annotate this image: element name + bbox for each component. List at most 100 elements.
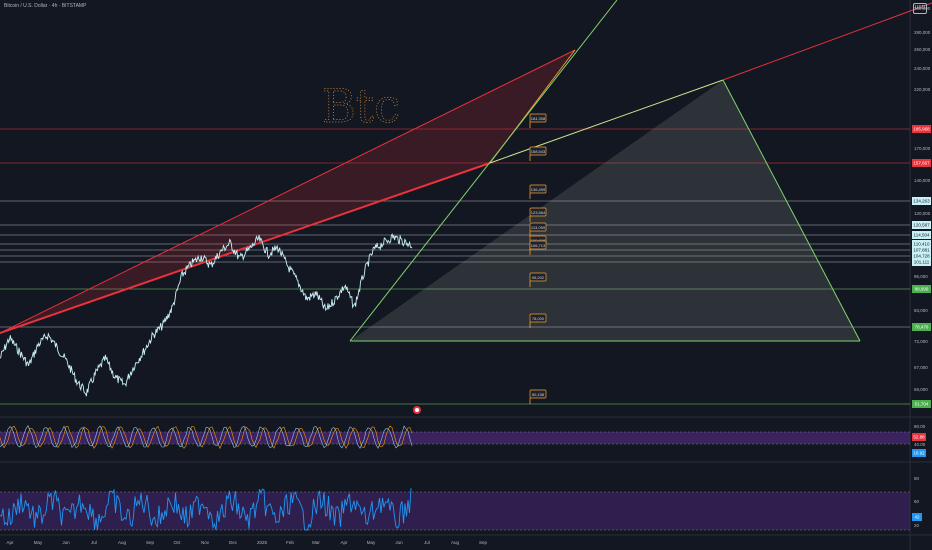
marker-label: 136,499 [531,187,546,192]
price-axis-label: 78,476 [915,325,929,330]
time-axis-tick: Nov [201,540,210,545]
green-triangle-fill [350,80,860,341]
time-axis-tick: Jun [395,540,403,545]
price-axis-label: 51,704 [915,402,929,407]
time-axis-tick: 2025 [257,540,268,545]
price-marker: 50,158 [529,389,547,404]
price-axis-label: 101,111 [914,260,930,265]
oscillator-band [0,432,910,444]
time-axis-tick: Apr [6,540,14,545]
oscillator-line-a [0,425,413,450]
green-triangle-top-edge [489,79,724,164]
price-axis-label-bg [912,197,931,205]
price-axis-tick: 72,000 [914,339,928,344]
price-marker: 123,564 [529,207,547,222]
price-axis-label-bg [912,400,931,408]
price-axis-tick: 120,000 [914,211,931,216]
time-axis-tick: Jul [91,540,97,545]
time-axis-tick: Dec [229,540,238,545]
handwriting-btc: Btc [322,79,400,133]
marker-label: 184,308 [531,116,546,121]
time-axis-tick: Aug [451,540,460,545]
price-axis-tick: 300,000 [914,6,931,11]
price-marker: 95,202 [529,272,547,287]
blue-axis-tick: 60 [914,499,920,504]
oscillator-axis: 80.00 40.00 52.88 10.92 [912,424,926,457]
price-axis-label-bg [912,252,931,260]
flag-icon [413,406,421,414]
blue-axis-tick: 20 [914,523,920,528]
marker-label: 123,564 [531,210,546,215]
price-axis-label-bg [912,159,931,167]
marker-label: 113,059 [531,225,546,230]
price-markers: 184,308 158,543 136,499 123,564 113,059 109,6… [529,113,547,404]
time-axis-tick: May [34,540,43,545]
red-trendline-extension [722,2,932,81]
horizontal-levels [0,128,910,405]
oscillator-axis-tick: 80.00 [914,424,926,429]
price-axis-tick: 260,000 [914,47,931,52]
marker-label: 158,543 [531,149,546,154]
marker-label: 95,202 [532,275,545,280]
time-axis-tick: Jul [424,540,430,545]
price-marker: 158,543 [529,146,547,161]
currency-button[interactable]: USD [913,3,927,14]
time-axis-tick: Feb [286,540,294,545]
blue-pane-band [0,492,910,530]
price-axis-label: 110,410 [914,242,930,247]
oscillator-line-b [0,425,413,449]
time-axis-tick: Sep [479,540,488,545]
price-marker: 136,499 [529,184,547,199]
price-axis-label-bg [912,246,931,254]
time-axis-tick: May [367,540,376,545]
time-axis-tick: Mar [312,540,320,545]
price-axis-tick: 83,000 [914,308,928,313]
marker-label: 106,713 [531,243,546,248]
oscillator-axis-label: 52.88 [913,435,925,440]
blue-axis-tick: 80 [914,476,920,481]
price-axis-label: 185,968 [913,127,930,132]
price-marker: 78,000 [529,313,547,328]
time-axis-tick: Sep [146,540,155,545]
time-axis-tick: Apr [340,540,348,545]
price-axis-label: 89,999 [915,287,929,292]
price-axis-label-bg [912,231,931,239]
blue-indicator-line [0,488,412,531]
price-axis-label-bg [912,221,931,229]
symbol-title: Bitcoin / U.S. Dollar · 4h · BITSTAMP [4,3,87,9]
price-axis-label: 120,587 [913,223,930,228]
oscillator-axis-label-bg [912,433,926,441]
oscillator-axis-tick: 40.00 [914,442,926,447]
price-marker: 113,059 [529,222,547,237]
time-axis: Apr May Jun Jul Aug Sep Oct Nov Dec 2025 Feb Mar Apr… [6,540,487,545]
price-axis-label-bg [912,323,931,331]
marker-label: 50,158 [532,392,545,397]
oscillator-axis-label: 10.92 [913,451,925,456]
price-axis-tick: 59,000 [914,387,928,392]
blue-axis-label: 42 [914,515,920,520]
price-axis-tick: 280,000 [914,30,931,35]
time-axis-tick: Aug [118,540,127,545]
red-wedge-lower-line [0,162,491,334]
price-axis-label-bg [912,125,931,133]
oscillator-axis-label-bg [912,449,926,457]
price-axis-tick: 95,000 [914,274,928,279]
price-axis-tick: 67,000 [914,365,928,370]
price-axis-tick: 140,000 [914,178,931,183]
price-axis-label: 114,504 [914,233,930,238]
time-axis-tick: Oct [173,540,181,545]
price-marker: 106,713 [529,240,547,255]
time-axis-tick: Jun [62,540,70,545]
green-triangle-right-edge [722,79,861,342]
blue-axis-label-bg [912,513,922,521]
price-axis-tick: 220,000 [914,87,931,92]
price-axis-label: 104,728 [913,254,930,259]
price-axis-label: 157,667 [913,161,930,166]
price-marker: 184,308 [529,113,547,128]
price-series-line [0,233,413,397]
price-axis-label: 134,263 [913,199,930,204]
price-axis-tick: 240,000 [914,66,931,71]
price-axis-label-bg [912,285,931,293]
